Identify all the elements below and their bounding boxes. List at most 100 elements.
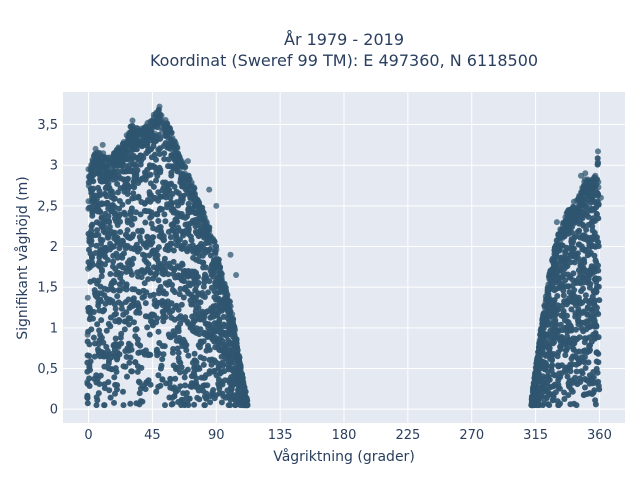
scatter-point bbox=[179, 397, 186, 403]
scatter-point bbox=[592, 275, 599, 282]
scatter-point bbox=[545, 401, 552, 408]
scatter-point bbox=[195, 342, 202, 349]
scatter-point bbox=[563, 244, 570, 251]
scatter-point bbox=[94, 280, 101, 287]
scatter-point bbox=[557, 343, 564, 350]
scatter-point bbox=[124, 217, 131, 224]
scatter-point bbox=[557, 239, 564, 246]
scatter-point bbox=[137, 398, 144, 405]
scatter-point bbox=[152, 272, 159, 279]
scatter-point bbox=[117, 334, 124, 341]
scatter-point bbox=[217, 277, 224, 284]
scatter-point bbox=[153, 388, 160, 395]
scatter-point bbox=[570, 277, 576, 284]
scatter-point bbox=[172, 158, 179, 165]
scatter-point bbox=[560, 222, 566, 228]
scatter-point bbox=[192, 317, 198, 324]
scatter-point bbox=[199, 252, 206, 259]
scatter-point bbox=[105, 205, 112, 212]
scatter-point bbox=[137, 268, 144, 275]
scatter-point bbox=[219, 390, 226, 397]
scatter-point bbox=[225, 307, 232, 314]
scatter-point bbox=[216, 299, 223, 305]
scatter-point bbox=[222, 377, 228, 384]
scatter-point bbox=[192, 228, 199, 235]
scatter-point bbox=[589, 186, 596, 193]
scatter-point bbox=[182, 284, 189, 291]
scatter-point bbox=[186, 395, 193, 402]
scatter-point bbox=[544, 321, 551, 328]
scatter-point bbox=[549, 352, 556, 359]
scatter-point bbox=[538, 392, 545, 399]
scatter-point bbox=[582, 267, 589, 274]
scatter-point bbox=[109, 191, 116, 198]
scatter-point bbox=[570, 198, 577, 205]
scatter-point bbox=[180, 179, 187, 186]
scatter-point bbox=[153, 177, 159, 184]
scatter-point bbox=[227, 385, 234, 391]
scatter-point bbox=[590, 234, 597, 241]
scatter-point bbox=[217, 335, 224, 342]
scatter-point bbox=[197, 299, 204, 306]
scatter-point bbox=[148, 192, 154, 198]
scatter-point bbox=[195, 291, 202, 298]
scatter-point bbox=[219, 359, 226, 366]
scatter-point bbox=[179, 260, 186, 267]
scatter-point bbox=[129, 123, 136, 130]
scatter-point bbox=[223, 332, 230, 339]
scatter-point bbox=[146, 331, 153, 338]
scatter-point bbox=[144, 265, 151, 272]
scatter-point bbox=[120, 363, 127, 370]
scatter-point bbox=[581, 211, 588, 218]
scatter-point bbox=[84, 395, 91, 401]
scatter-point bbox=[165, 163, 171, 170]
scatter-point bbox=[147, 214, 154, 221]
scatter-point bbox=[171, 289, 178, 296]
scatter-point bbox=[155, 350, 162, 357]
scatter-point bbox=[188, 237, 195, 244]
scatter-point bbox=[84, 352, 91, 359]
scatter-point bbox=[161, 156, 168, 162]
scatter-point bbox=[144, 324, 151, 331]
scatter-point bbox=[590, 264, 597, 271]
scatter-point bbox=[110, 243, 117, 250]
scatter-point bbox=[93, 206, 100, 213]
scatter-point bbox=[577, 271, 584, 278]
scatter-point bbox=[185, 200, 192, 207]
scatter-point bbox=[170, 206, 177, 213]
scatter-point bbox=[225, 366, 232, 373]
scatter-point bbox=[558, 254, 565, 261]
scatter-point bbox=[134, 340, 141, 347]
scatter-point bbox=[213, 202, 220, 209]
x-axis-ticks: 0 45 90 135 180 225 270 315 360 bbox=[84, 428, 611, 443]
scatter-point bbox=[536, 402, 543, 409]
scatter-point bbox=[205, 342, 211, 349]
scatter-point bbox=[592, 397, 599, 404]
scatter-point bbox=[196, 396, 203, 403]
scatter-point bbox=[182, 314, 189, 321]
scatter-point bbox=[150, 183, 157, 190]
scatter-point bbox=[133, 209, 139, 216]
chart-title-line2: Koordinat (Sweref 99 TM): E 497360, N 61… bbox=[150, 51, 538, 70]
scatter-point bbox=[153, 156, 159, 163]
scatter-point bbox=[102, 253, 109, 260]
scatter-point bbox=[131, 319, 137, 326]
scatter-point bbox=[107, 271, 114, 277]
scatter-point bbox=[149, 234, 156, 241]
scatter-point bbox=[210, 235, 216, 242]
scatter-point bbox=[105, 320, 112, 327]
scatter-point bbox=[136, 390, 143, 397]
scatter-point bbox=[220, 313, 227, 320]
scatter-point bbox=[545, 389, 552, 395]
scatter-point bbox=[127, 400, 134, 407]
scatter-point bbox=[111, 399, 117, 406]
scatter-point bbox=[121, 250, 127, 257]
scatter-point bbox=[108, 166, 115, 173]
scatter-point bbox=[84, 294, 91, 301]
scatter-point bbox=[570, 238, 577, 245]
scatter-point bbox=[88, 223, 95, 230]
scatter-point bbox=[199, 315, 206, 321]
scatter-point bbox=[588, 374, 595, 381]
scatter-point bbox=[132, 326, 139, 333]
scatter-point bbox=[140, 241, 147, 247]
